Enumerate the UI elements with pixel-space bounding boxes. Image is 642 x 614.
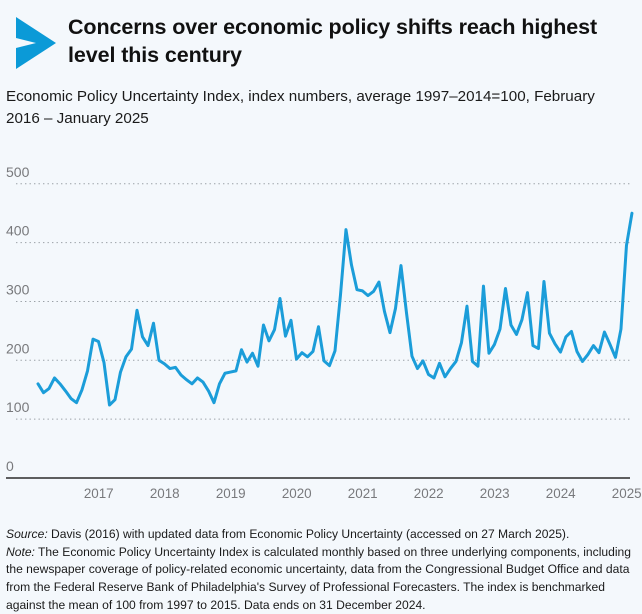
methodology-note: Note: The Economic Policy Uncertainty In…: [6, 544, 634, 614]
x-axis-tick-label: 2021: [348, 486, 378, 501]
x-axis-tick-label: 2017: [84, 486, 114, 501]
note-text: The Economic Policy Uncertainty Index is…: [6, 544, 631, 612]
x-axis-tick-label: 2023: [480, 486, 510, 501]
line-chart: 0 100 200 300 400 500 2017 2018 2019 2020 2021 2022…: [6, 164, 642, 501]
source-label: Source:: [6, 527, 48, 541]
title-block: Concerns over economic policy shifts rea…: [68, 12, 628, 70]
chart-header: Concerns over economic policy shifts rea…: [0, 0, 642, 72]
data-series-line: [36, 211, 634, 407]
y-axis-tick-label: 500: [6, 164, 30, 180]
x-axis-tick-label: 2020: [282, 486, 312, 501]
note-label: Note:: [6, 544, 35, 559]
y-axis-tick-label: 300: [6, 281, 30, 297]
y-axis-tick-label: 400: [6, 223, 30, 239]
page-title: Concerns over economic policy shifts rea…: [68, 15, 598, 68]
chart-plot-area: 0 100 200 300 400 500 2017 2018 2019 2020 2021 2022…: [0, 148, 642, 508]
x-axis-tick-label: 2018: [150, 486, 180, 501]
chart-footnotes: Source: Davis (2016) with updated data f…: [6, 526, 634, 614]
x-axis-tick-label: 2024: [546, 486, 576, 501]
y-axis-tick-label: 100: [6, 399, 30, 415]
x-axis-tick-label: 2025: [612, 486, 642, 501]
y-axis-tick-label: 0: [6, 458, 14, 474]
source-note: Source: Davis (2016) with updated data f…: [6, 526, 634, 544]
chevron-right-icon: [12, 14, 60, 72]
source-text: Davis (2016) with updated data from Econ…: [47, 527, 570, 541]
y-axis-tick-label: 200: [6, 340, 30, 356]
x-axis-tick-label: 2019: [216, 486, 246, 501]
chart-subtitle: Economic Policy Uncertainty Index, index…: [6, 88, 595, 127]
x-axis-tick-label: 2022: [414, 486, 444, 501]
